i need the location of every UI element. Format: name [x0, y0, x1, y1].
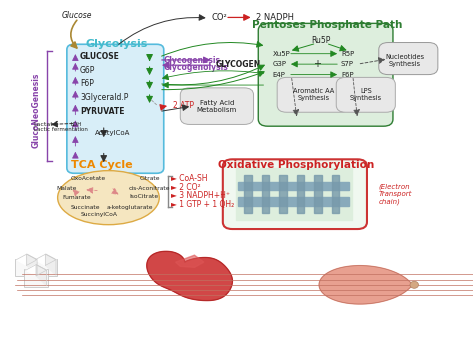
Text: CO²: CO²: [212, 13, 228, 22]
Ellipse shape: [410, 281, 419, 288]
Polygon shape: [175, 255, 204, 267]
Text: PYRUVATE: PYRUVATE: [80, 107, 125, 116]
Polygon shape: [331, 175, 339, 213]
FancyBboxPatch shape: [180, 88, 254, 125]
FancyBboxPatch shape: [277, 77, 350, 112]
Text: Glycolysis: Glycolysis: [85, 39, 148, 49]
Text: Pentoses Phosphate Path: Pentoses Phosphate Path: [252, 20, 402, 30]
Text: Citrate: Citrate: [140, 176, 161, 181]
Polygon shape: [314, 175, 321, 213]
Text: Glucose: Glucose: [62, 11, 92, 20]
Text: S7P: S7P: [341, 61, 354, 67]
Polygon shape: [35, 254, 56, 265]
FancyBboxPatch shape: [67, 44, 164, 173]
Text: Glycogenolysis: Glycogenolysis: [164, 63, 228, 72]
Text: ► 1 GTP + 1 QH₂: ► 1 GTP + 1 QH₂: [171, 200, 234, 209]
Polygon shape: [238, 182, 349, 190]
Text: Ru5P: Ru5P: [311, 36, 331, 45]
Polygon shape: [238, 197, 349, 206]
Polygon shape: [27, 254, 37, 275]
Polygon shape: [147, 251, 232, 301]
Text: G6P: G6P: [80, 66, 95, 75]
Text: Lactic fermentation: Lactic fermentation: [34, 127, 88, 132]
Polygon shape: [236, 168, 352, 219]
Text: Fatty Acid
Metabolism: Fatty Acid Metabolism: [197, 100, 237, 113]
Text: SuccinylCoA: SuccinylCoA: [81, 211, 118, 217]
FancyBboxPatch shape: [34, 259, 57, 276]
Text: LDH: LDH: [71, 122, 82, 127]
Text: TCA Cycle: TCA Cycle: [71, 160, 132, 169]
Text: Nucleotides
Synthesis: Nucleotides Synthesis: [385, 54, 424, 67]
Text: IsoCitrate: IsoCitrate: [129, 194, 158, 199]
Text: LPS
Synthesis: LPS Synthesis: [350, 88, 382, 101]
FancyBboxPatch shape: [223, 159, 367, 229]
Text: 2 ATP: 2 ATP: [173, 102, 194, 111]
FancyBboxPatch shape: [24, 269, 48, 287]
Polygon shape: [262, 175, 269, 213]
FancyBboxPatch shape: [15, 259, 38, 276]
Text: Fumarate: Fumarate: [62, 195, 91, 200]
Polygon shape: [46, 254, 56, 275]
Polygon shape: [279, 175, 287, 213]
Text: R5P: R5P: [341, 51, 354, 57]
Text: Malate: Malate: [56, 186, 77, 191]
Text: GLUCOSE: GLUCOSE: [80, 52, 120, 61]
Text: AcetylCoA: AcetylCoA: [95, 130, 131, 136]
Text: Succinate: Succinate: [71, 204, 100, 210]
FancyBboxPatch shape: [258, 23, 393, 126]
Text: Xu5P: Xu5P: [273, 51, 290, 57]
FancyBboxPatch shape: [336, 77, 395, 112]
Ellipse shape: [58, 171, 159, 225]
Text: Oxidative Phosphorylation: Oxidative Phosphorylation: [218, 160, 374, 169]
Text: a-ketoglutarate: a-ketoglutarate: [107, 204, 154, 210]
Text: ► 3 NADPH+H⁺: ► 3 NADPH+H⁺: [171, 191, 230, 201]
Polygon shape: [16, 254, 37, 265]
Polygon shape: [36, 265, 46, 286]
Polygon shape: [26, 265, 46, 276]
Polygon shape: [244, 175, 252, 213]
Text: F6P: F6P: [341, 72, 354, 78]
Text: (Electron
Transport
chain): (Electron Transport chain): [379, 183, 412, 205]
Text: G3P: G3P: [273, 61, 286, 67]
FancyBboxPatch shape: [379, 43, 438, 75]
Text: Aromatic AA
Synthesis: Aromatic AA Synthesis: [293, 88, 335, 101]
Text: ► 2 CO²: ► 2 CO²: [171, 183, 201, 192]
Text: GLYCOGEN: GLYCOGEN: [216, 60, 261, 69]
Polygon shape: [297, 175, 304, 213]
Text: OxoAcetate: OxoAcetate: [71, 176, 106, 181]
Text: cis-Aconitrate: cis-Aconitrate: [128, 186, 170, 191]
Text: F6P: F6P: [80, 79, 94, 88]
Text: Glycogenesis: Glycogenesis: [164, 56, 221, 65]
Polygon shape: [319, 266, 414, 304]
Text: E4P: E4P: [273, 72, 285, 78]
Text: GlucoNeoGenesis: GlucoNeoGenesis: [32, 73, 41, 148]
Text: 2 NADPH: 2 NADPH: [256, 13, 294, 22]
Text: Lactate: Lactate: [34, 122, 57, 127]
Text: +: +: [313, 59, 321, 69]
Text: 3Glycerald.P: 3Glycerald.P: [80, 93, 128, 102]
Text: ► CoA-SH: ► CoA-SH: [171, 174, 207, 183]
